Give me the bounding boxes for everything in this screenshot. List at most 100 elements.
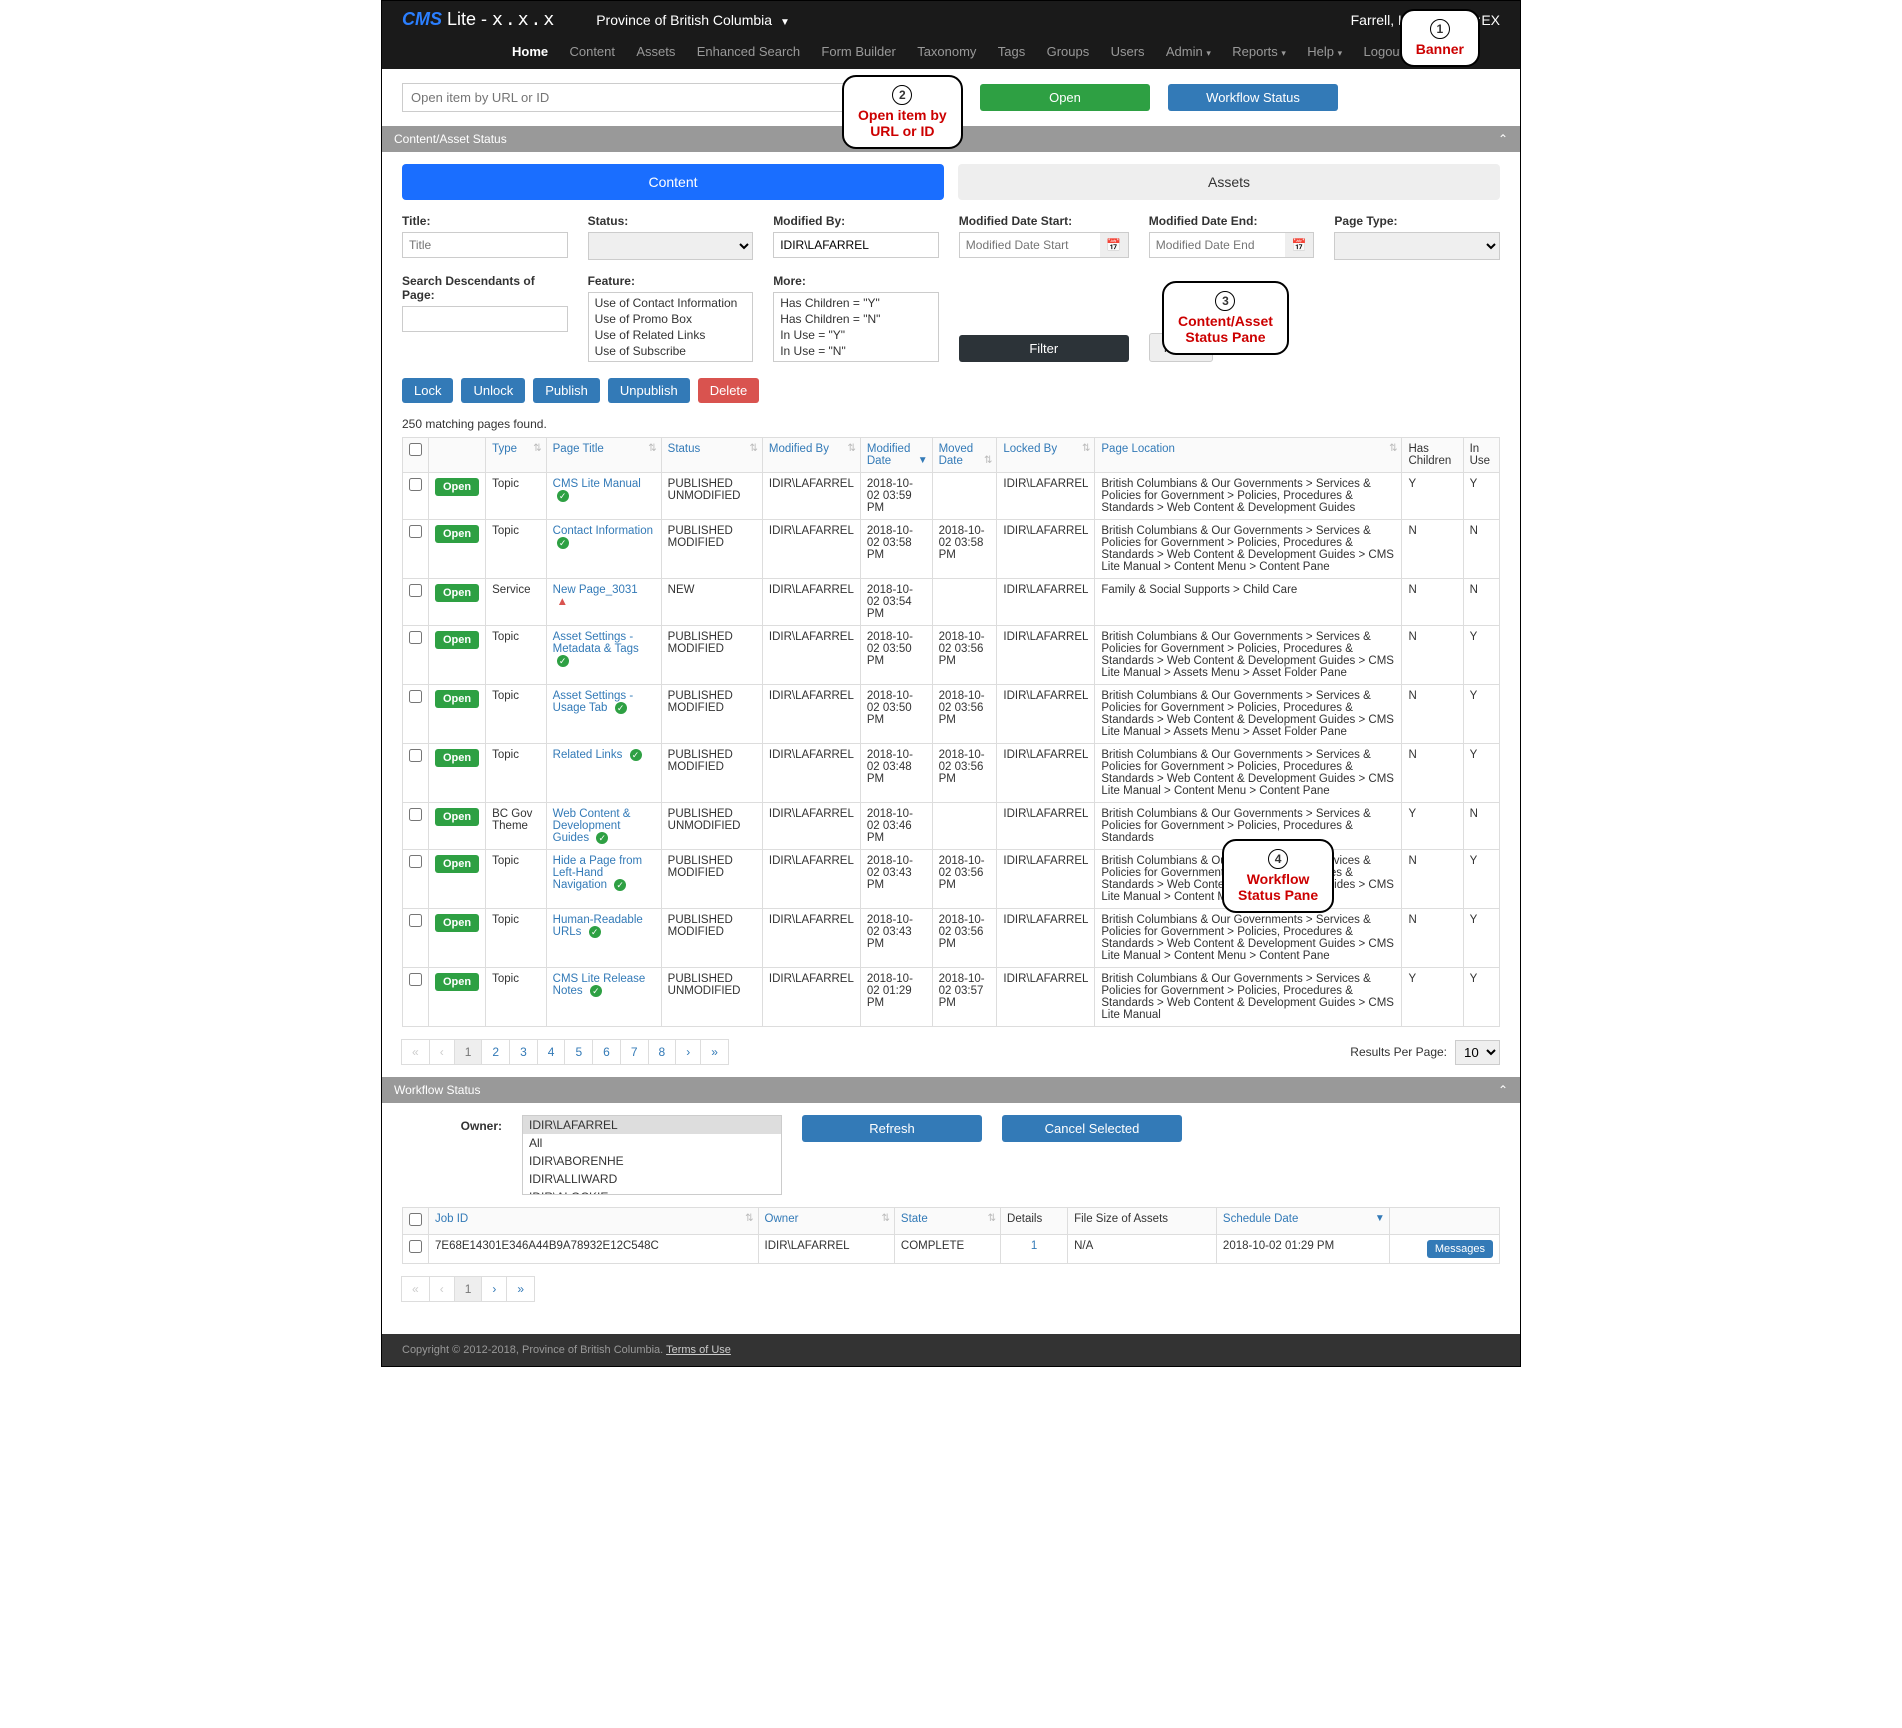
owner-option[interactable]: IDIR\LAFARREL <box>523 1116 781 1134</box>
row-checkbox[interactable] <box>409 525 422 538</box>
col-page-location[interactable]: Page Location⇅ <box>1095 438 1402 473</box>
nav-taxonomy[interactable]: Taxonomy <box>917 44 976 59</box>
select-all-checkbox[interactable] <box>409 443 422 456</box>
col-locked-by[interactable]: Locked By⇅ <box>997 438 1095 473</box>
lock-button[interactable]: Lock <box>402 378 453 403</box>
page-title-link[interactable]: Hide a Page from Left-Hand Navigation <box>553 855 643 891</box>
pager-link[interactable]: 1 <box>454 1039 483 1065</box>
listbox-option[interactable]: Use of Contact Information <box>591 295 751 311</box>
listbox-option[interactable]: Use of Related Links <box>591 327 751 343</box>
nav-assets[interactable]: Assets <box>636 44 675 59</box>
nav-enhanced-search[interactable]: Enhanced Search <box>697 44 800 59</box>
row-checkbox[interactable] <box>409 914 422 927</box>
feature-listbox[interactable]: Use of Contact InformationUse of Promo B… <box>588 292 754 362</box>
open-row-button[interactable]: Open <box>435 808 479 826</box>
publish-button[interactable]: Publish <box>533 378 600 403</box>
listbox-option[interactable]: Has Children = "Y" <box>776 295 936 311</box>
listbox-option[interactable]: Use of Subscribe <box>591 343 751 359</box>
row-checkbox[interactable] <box>409 855 422 868</box>
modifiedby-input[interactable] <box>773 232 939 258</box>
pager-link[interactable]: 4 <box>537 1039 566 1065</box>
messages-button[interactable]: Messages <box>1427 1240 1493 1258</box>
pager-link[interactable]: › <box>481 1276 507 1302</box>
pager-link[interactable]: 8 <box>648 1039 677 1065</box>
page-title-link[interactable]: New Page_3031 <box>553 584 638 596</box>
col-type[interactable]: Type⇅ <box>486 438 547 473</box>
calendar-icon[interactable]: 📅 <box>1100 233 1128 257</box>
pager-link[interactable]: 1 <box>454 1276 483 1302</box>
pager-link[interactable]: « <box>401 1276 430 1302</box>
row-checkbox[interactable] <box>409 808 422 821</box>
nav-groups[interactable]: Groups <box>1047 44 1090 59</box>
col-modified-date[interactable]: Modified Date▼ <box>860 438 932 473</box>
col-moved-date[interactable]: Moved Date⇅ <box>932 438 997 473</box>
tab-content[interactable]: Content <box>402 164 944 200</box>
owner-listbox[interactable]: IDIR\LAFARRELAllIDIR\ABORENHEIDIR\ALLIWA… <box>522 1115 782 1195</box>
open-row-button[interactable]: Open <box>435 478 479 496</box>
pager-link[interactable]: 6 <box>592 1039 621 1065</box>
row-checkbox[interactable] <box>409 478 422 491</box>
open-row-button[interactable]: Open <box>435 973 479 991</box>
pager-link[interactable]: 3 <box>509 1039 538 1065</box>
row-checkbox[interactable] <box>409 690 422 703</box>
open-button[interactable]: Open <box>980 84 1150 111</box>
col-jobid[interactable]: Job ID⇅ <box>429 1208 759 1235</box>
col-page-title[interactable]: Page Title⇅ <box>546 438 661 473</box>
pager-link[interactable]: 5 <box>564 1039 593 1065</box>
pager-link[interactable]: ‹ <box>429 1039 455 1065</box>
delete-button[interactable]: Delete <box>698 378 760 403</box>
search-descendants-input[interactable] <box>402 306 568 332</box>
pager-link[interactable]: 7 <box>620 1039 649 1065</box>
owner-option[interactable]: IDIR\ABORENHE <box>523 1152 781 1170</box>
open-row-button[interactable]: Open <box>435 584 479 602</box>
tab-assets[interactable]: Assets <box>958 164 1500 200</box>
wf-select-all-checkbox[interactable] <box>409 1213 422 1226</box>
pager-link[interactable]: « <box>401 1039 430 1065</box>
owner-option[interactable]: IDIR\ALOCKIE <box>523 1188 781 1195</box>
nav-admin[interactable]: Admin ▾ <box>1166 44 1211 59</box>
details-link[interactable]: 1 <box>1031 1240 1037 1252</box>
open-row-button[interactable]: Open <box>435 525 479 543</box>
unlock-button[interactable]: Unlock <box>461 378 525 403</box>
nav-form-builder[interactable]: Form Builder <box>821 44 895 59</box>
more-listbox[interactable]: Has Children = "Y"Has Children = "N"In U… <box>773 292 939 362</box>
pager-link[interactable]: 2 <box>481 1039 510 1065</box>
page-title-link[interactable]: CMS Lite Manual <box>553 478 641 490</box>
collapse-icon[interactable]: ⌃ <box>1498 1083 1508 1097</box>
nav-content[interactable]: Content <box>569 44 615 59</box>
cancel-selected-button[interactable]: Cancel Selected <box>1002 1115 1182 1142</box>
unpublish-button[interactable]: Unpublish <box>608 378 690 403</box>
col-owner[interactable]: Owner⇅ <box>758 1208 894 1235</box>
listbox-option[interactable]: In Use = "Y" <box>776 327 936 343</box>
calendar-icon[interactable]: 📅 <box>1285 233 1313 257</box>
pager-link[interactable]: ‹ <box>429 1276 455 1302</box>
page-title-link[interactable]: Related Links <box>553 749 623 761</box>
pager-link[interactable]: » <box>506 1276 535 1302</box>
col-state[interactable]: State⇅ <box>894 1208 1000 1235</box>
nav-logout[interactable]: Logout <box>1364 44 1404 59</box>
refresh-button[interactable]: Refresh <box>802 1115 982 1142</box>
collapse-icon[interactable]: ⌃ <box>1498 132 1508 146</box>
col-status[interactable]: Status⇅ <box>661 438 762 473</box>
open-row-button[interactable]: Open <box>435 749 479 767</box>
col-modified-by[interactable]: Modified By⇅ <box>762 438 860 473</box>
province-selector[interactable]: Province of British Columbia ▼ <box>596 12 790 28</box>
nav-help[interactable]: Help ▾ <box>1307 44 1342 59</box>
pager-link[interactable]: » <box>700 1039 729 1065</box>
col-schedule[interactable]: Schedule Date▼ <box>1216 1208 1389 1235</box>
status-select[interactable] <box>588 232 754 260</box>
row-checkbox[interactable] <box>409 749 422 762</box>
pager-link[interactable]: › <box>675 1039 701 1065</box>
listbox-option[interactable]: In Use = "N" <box>776 343 936 359</box>
open-row-button[interactable]: Open <box>435 914 479 932</box>
nav-home[interactable]: Home <box>512 44 548 59</box>
row-checkbox[interactable] <box>409 631 422 644</box>
row-checkbox[interactable] <box>409 973 422 986</box>
pagetype-select[interactable] <box>1334 232 1500 260</box>
rpp-select[interactable]: 10 <box>1455 1040 1500 1065</box>
title-input[interactable] <box>402 232 568 258</box>
filter-button[interactable]: Filter <box>959 335 1129 362</box>
nav-users[interactable]: Users <box>1111 44 1145 59</box>
owner-option[interactable]: All <box>523 1134 781 1152</box>
open-row-button[interactable]: Open <box>435 855 479 873</box>
